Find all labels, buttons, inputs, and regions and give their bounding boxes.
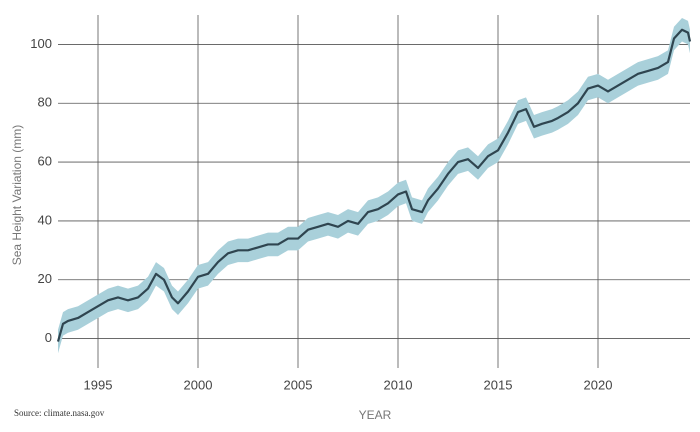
y-tick-label: 0 xyxy=(45,330,52,345)
y-tick-label: 20 xyxy=(38,271,52,286)
x-tick-label: 2005 xyxy=(284,377,313,392)
y-tick-label: 60 xyxy=(38,154,52,169)
x-tick-label: 2015 xyxy=(484,377,513,392)
y-axis-label: Sea Height Variation (mm) xyxy=(10,125,24,266)
y-tick-label: 40 xyxy=(38,212,52,227)
y-tick-label: 80 xyxy=(38,95,52,110)
x-tick-label: 2010 xyxy=(384,377,413,392)
x-tick-label: 2020 xyxy=(584,377,613,392)
x-tick-label: 2000 xyxy=(184,377,213,392)
x-tick-label: 1995 xyxy=(84,377,113,392)
source: Source: climate.nasa.gov xyxy=(14,408,105,418)
x-axis-label: YEAR xyxy=(359,408,392,422)
y-tick-label: 100 xyxy=(30,36,52,51)
uncertainty-band xyxy=(58,17,690,354)
line xyxy=(56,28,692,342)
